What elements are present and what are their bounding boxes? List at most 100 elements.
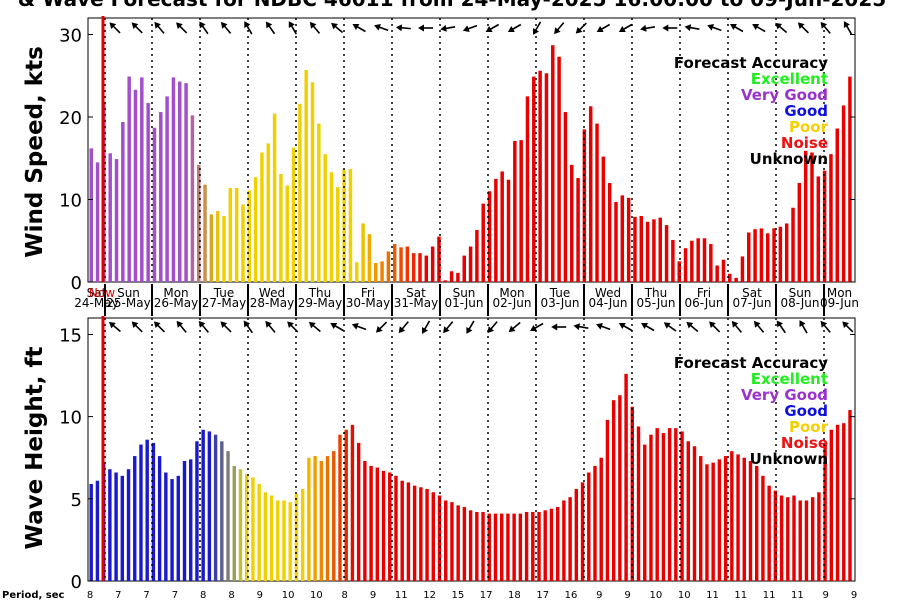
direction-arrow-icon <box>331 22 344 34</box>
bar <box>388 472 392 581</box>
day-date-label: 04-Jun <box>588 296 627 310</box>
bar <box>614 201 618 282</box>
day-weekday-label: Sun <box>117 286 140 300</box>
bar <box>213 434 218 581</box>
bar <box>475 511 479 581</box>
bar <box>272 113 277 282</box>
bar <box>405 246 410 282</box>
bar <box>222 216 226 282</box>
direction-arrow-icon <box>640 24 656 32</box>
direction-arrow-icon <box>618 23 633 33</box>
day-weekday-label: Tue <box>213 286 235 300</box>
bar <box>269 495 274 581</box>
bar <box>450 502 454 581</box>
day-date-label: 09-Jun <box>820 296 859 310</box>
day-date-label: 01-Jun <box>444 296 483 310</box>
bar <box>226 451 230 581</box>
bar <box>342 169 346 282</box>
bar <box>753 229 757 282</box>
bar <box>133 456 137 581</box>
direction-arrow-icon <box>776 320 786 334</box>
legend-title: Forecast Accuracy <box>674 354 828 372</box>
bar <box>325 456 330 581</box>
direction-arrow-icon <box>198 320 210 333</box>
bar <box>562 500 566 581</box>
period-value: 9 <box>257 590 263 600</box>
bar <box>655 428 659 581</box>
bar <box>170 479 174 581</box>
bar <box>444 500 448 581</box>
direction-arrow-icon <box>351 323 367 331</box>
bar <box>151 442 156 581</box>
bar <box>759 228 764 283</box>
period-value: 7 <box>172 590 178 600</box>
bar <box>310 82 315 282</box>
direction-arrow-icon <box>265 21 276 35</box>
bar <box>626 197 631 282</box>
bar <box>178 81 182 282</box>
period-value: 9 <box>823 590 829 600</box>
bar <box>400 480 404 581</box>
direction-arrow-icon <box>421 320 431 334</box>
bar <box>189 459 193 581</box>
direction-arrow-icon <box>820 21 831 34</box>
day-weekday-label: Sat <box>406 286 426 300</box>
bar <box>399 247 403 282</box>
bar <box>717 459 722 581</box>
direction-arrow-icon <box>507 23 522 33</box>
bar <box>363 461 367 581</box>
chart-title: & Wave Forecast for NDBC 46011 from 24-M… <box>18 0 886 11</box>
bar <box>500 171 504 282</box>
bar <box>394 475 398 581</box>
period-value: 7 <box>115 590 121 600</box>
period-value: 11 <box>763 590 776 600</box>
bar <box>742 457 746 581</box>
period-value: 12 <box>423 590 436 600</box>
direction-arrow-icon <box>662 24 678 32</box>
day-weekday-label: Tue <box>549 286 571 300</box>
bar <box>203 184 207 282</box>
bar <box>406 482 411 582</box>
y-tick-label: 30 <box>59 26 82 47</box>
bar <box>121 121 125 282</box>
bar <box>317 123 321 282</box>
bar <box>108 153 112 282</box>
direction-arrow-icon <box>109 22 121 34</box>
bar <box>114 472 118 581</box>
y-tick-label: 0 <box>71 572 82 593</box>
direction-arrow-icon <box>288 21 297 35</box>
period-value: 16 <box>565 590 578 600</box>
legend-item: Noise <box>781 134 828 152</box>
period-value: 8 <box>87 590 93 600</box>
bar <box>531 511 535 581</box>
direction-arrow-icon <box>243 320 253 334</box>
bar <box>740 256 745 282</box>
bar <box>803 150 808 282</box>
day-date-label: 25-May <box>106 296 150 310</box>
direction-arrow-icon <box>131 321 143 333</box>
direction-arrow-icon <box>508 321 521 333</box>
bar <box>152 127 157 282</box>
bar <box>587 472 591 581</box>
direction-arrow-icon <box>797 22 810 34</box>
bar <box>279 173 283 282</box>
bar <box>580 482 585 582</box>
bar <box>765 233 770 282</box>
bar <box>238 469 243 581</box>
bar <box>829 429 834 581</box>
direction-arrow-icon <box>330 322 344 332</box>
bar <box>369 465 373 581</box>
direction-arrow-icon <box>485 23 500 33</box>
bar <box>253 177 258 282</box>
bar <box>680 431 684 581</box>
bar <box>285 185 289 282</box>
direction-arrow-icon <box>729 23 744 33</box>
direction-arrow-icon <box>820 320 831 333</box>
bar <box>551 45 555 282</box>
bar <box>298 103 302 282</box>
bar <box>601 156 606 282</box>
